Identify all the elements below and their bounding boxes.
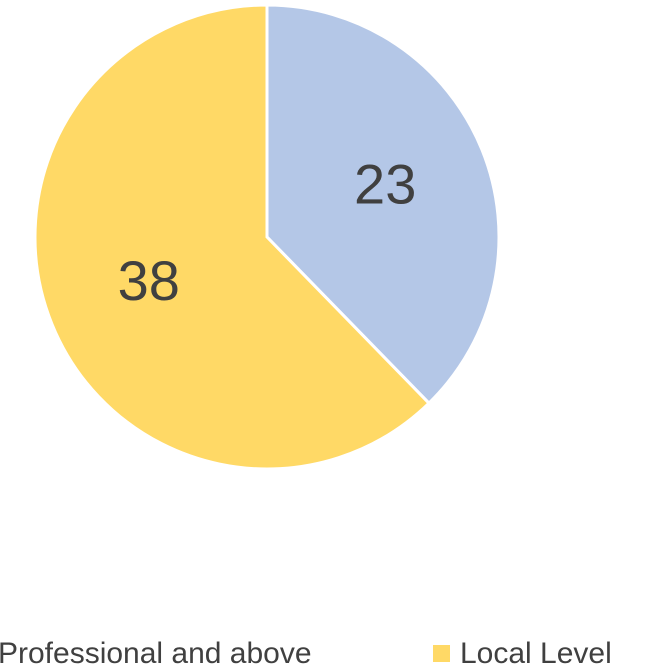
pie-slice (33, 3, 432, 471)
data-label: 38 (118, 249, 180, 312)
legend-label: Professional and above (0, 637, 312, 670)
legend-marker (433, 645, 450, 662)
pie-slice (265, 3, 501, 406)
legend-label: Local Level (460, 637, 612, 670)
data-label: 23 (354, 153, 416, 216)
